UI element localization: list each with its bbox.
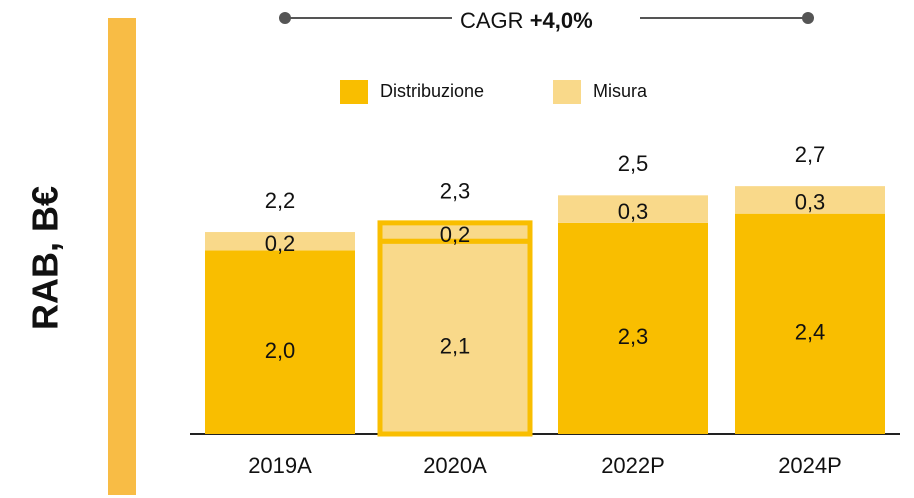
value-label: 2,1 [440,333,471,358]
bar-segment [558,195,708,223]
value-label: 2,4 [795,320,826,345]
value-label: 0,3 [618,199,649,224]
legend-swatch [340,80,368,104]
bar-segment [735,213,885,434]
value-label: 2,0 [265,338,296,363]
bar-segment [735,186,885,214]
bar-segment [377,238,533,437]
chart-title: CAGR +4,0% [460,8,593,33]
bar-segment [205,232,355,251]
legend-label: Distribuzione [380,81,484,101]
cagr-dot [279,12,291,24]
legend-swatch [553,80,581,104]
total-label: 2,3 [440,179,471,204]
value-label: 0,2 [440,222,471,247]
y-axis-label: RAB, B€ [25,186,66,330]
bar-segment [377,220,533,244]
total-label: 2,5 [618,151,649,176]
value-label: 0,2 [265,231,296,256]
x-tick-label: 2020A [423,453,487,478]
bar-segment [205,250,355,434]
total-label: 2,2 [265,188,296,213]
value-label: 0,3 [795,190,826,215]
x-tick-label: 2019A [248,453,312,478]
x-tick-label: 2024P [778,453,842,478]
cagr-dot [802,12,814,24]
legend-label: Misura [593,81,648,101]
total-label: 2,7 [795,142,826,167]
side-band [108,18,136,495]
bar-segment [558,222,708,434]
title-value: +4,0% [530,8,593,33]
value-label: 2,3 [618,324,649,349]
x-tick-label: 2022P [601,453,665,478]
title-text: CAGR [460,8,524,33]
